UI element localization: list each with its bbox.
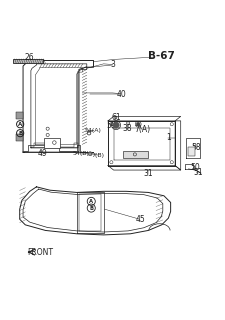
Polygon shape <box>16 134 23 141</box>
Text: B-67: B-67 <box>148 51 175 61</box>
Text: A: A <box>89 199 93 204</box>
Text: B: B <box>89 205 93 211</box>
Text: 1: 1 <box>166 133 171 142</box>
Text: 51: 51 <box>194 168 203 177</box>
Circle shape <box>88 152 92 156</box>
Text: 38: 38 <box>122 124 132 132</box>
Circle shape <box>136 123 140 126</box>
FancyBboxPatch shape <box>188 147 195 156</box>
Text: 54(B): 54(B) <box>73 151 90 156</box>
FancyBboxPatch shape <box>123 151 148 158</box>
Text: 7(A): 7(A) <box>135 125 151 134</box>
Text: 45: 45 <box>136 215 145 224</box>
Polygon shape <box>16 112 23 119</box>
Text: 31: 31 <box>144 169 153 178</box>
Text: 54(A): 54(A) <box>85 128 102 133</box>
Text: 59: 59 <box>106 121 116 130</box>
Text: 26: 26 <box>25 52 35 62</box>
Text: 3: 3 <box>110 60 115 69</box>
Text: A: A <box>18 122 22 127</box>
FancyBboxPatch shape <box>13 59 43 63</box>
Text: B: B <box>18 131 22 136</box>
Text: 50: 50 <box>190 163 200 172</box>
Circle shape <box>113 122 119 128</box>
Text: 49: 49 <box>37 149 47 158</box>
Text: FRONT: FRONT <box>27 248 53 257</box>
Text: 61: 61 <box>111 113 121 122</box>
Text: 40: 40 <box>117 90 126 99</box>
FancyBboxPatch shape <box>44 138 60 148</box>
Text: 7(B): 7(B) <box>92 153 104 157</box>
Text: 58: 58 <box>191 143 201 152</box>
